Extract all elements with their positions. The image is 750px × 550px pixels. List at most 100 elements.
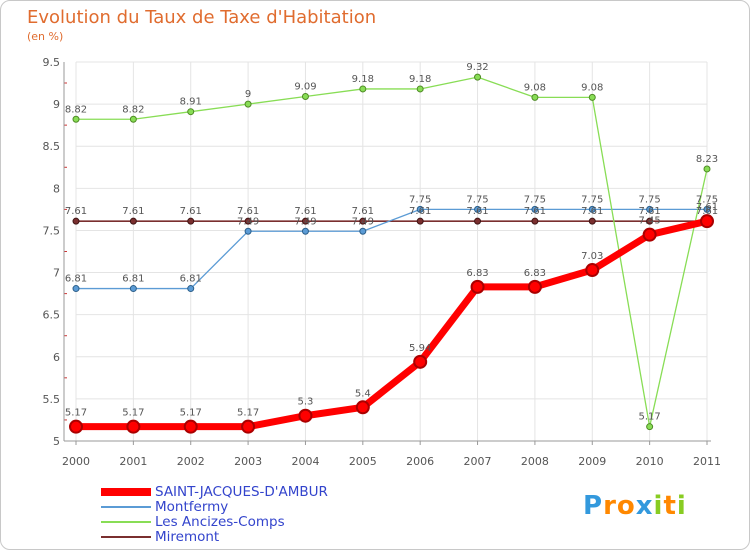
- data-point: [416, 217, 424, 225]
- data-label: 7.61: [352, 206, 374, 217]
- logo-letter: t: [663, 491, 677, 521]
- y-tick-label: 6.5: [43, 309, 61, 322]
- data-label: 7.75: [696, 194, 718, 205]
- x-tick-label: 2000: [62, 455, 90, 468]
- legend-label: SAINT-JACQUES-D'AMBUR: [155, 484, 328, 500]
- x-tick-label: 2001: [119, 455, 147, 468]
- legend-swatch: [101, 488, 151, 496]
- data-point: [703, 165, 711, 173]
- data-label: 7.61: [180, 206, 202, 217]
- data-label: 7.61: [237, 206, 259, 217]
- data-point: [416, 205, 424, 213]
- data-point: [72, 217, 80, 225]
- y-tick-label: 9: [53, 98, 60, 111]
- axes: 5 5.5 6 6.5 7 7.5 8 8.5 9 9.5 2000 2001 2002 2003 2004…: [43, 56, 722, 468]
- x-tick-label: 2002: [177, 455, 205, 468]
- data-point: [646, 217, 654, 225]
- data-label: 6.83: [466, 268, 488, 279]
- data-point: [126, 419, 141, 434]
- data-label: 7.61: [122, 206, 144, 217]
- data-label: 7.03: [581, 251, 603, 262]
- data-point: [72, 115, 80, 123]
- data-label: 7.61: [581, 206, 603, 217]
- legend-label: Miremont: [155, 529, 220, 545]
- data-point: [646, 205, 654, 213]
- data-label: 5.17: [237, 408, 259, 419]
- data-label: 9.32: [466, 62, 488, 73]
- data-point: [301, 227, 309, 235]
- x-tick-label: 2010: [636, 455, 664, 468]
- data-label: 7.75: [409, 194, 431, 205]
- data-point: [244, 227, 252, 235]
- chart-subtitle: (en %): [27, 30, 64, 43]
- data-point: [474, 205, 482, 213]
- logo-letter: P: [583, 491, 604, 521]
- data-point: [646, 423, 654, 431]
- data-label: 5.3: [298, 397, 314, 408]
- data-label: 7.49: [294, 216, 316, 227]
- data-point: [187, 108, 195, 116]
- grid: [75, 61, 708, 442]
- data-point: [72, 285, 80, 293]
- data-point: [470, 279, 485, 294]
- data-label: 5.17: [180, 408, 202, 419]
- data-point: [588, 205, 596, 213]
- data-point: [474, 73, 482, 81]
- data-label: 9.08: [581, 82, 603, 93]
- data-point: [531, 205, 539, 213]
- data-label: 6.81: [122, 274, 144, 285]
- data-point: [129, 285, 137, 293]
- data-label: 7.61: [65, 206, 87, 217]
- data-point: [187, 285, 195, 293]
- data-label: 7.75: [581, 194, 603, 205]
- data-point: [585, 263, 600, 278]
- data-label: 8.91: [180, 97, 202, 108]
- data-label: 9.09: [294, 82, 316, 93]
- data-label: 6.83: [524, 268, 546, 279]
- data-label: 5.17: [639, 412, 661, 423]
- data-point: [413, 354, 428, 369]
- data-label: 7.61: [294, 206, 316, 217]
- x-tick-label: 2005: [349, 455, 377, 468]
- series-layer: [69, 73, 714, 434]
- data-point: [416, 85, 424, 93]
- data-label: 5.17: [122, 408, 144, 419]
- data-point: [129, 217, 137, 225]
- data-label: 9.18: [409, 74, 431, 85]
- x-tick-label: 2006: [406, 455, 434, 468]
- data-point: [588, 93, 596, 101]
- logo-letter: i: [653, 491, 664, 521]
- data-point: [474, 217, 482, 225]
- series-line: [76, 217, 708, 431]
- data-point: [588, 217, 596, 225]
- data-point: [244, 217, 252, 225]
- data-label: 6.81: [180, 274, 202, 285]
- data-point: [703, 205, 711, 213]
- data-label: 7.75: [466, 194, 488, 205]
- y-tick-label: 5: [53, 435, 60, 448]
- data-label: 5.17: [65, 408, 87, 419]
- data-label: 5.4: [355, 388, 371, 399]
- data-label: 8.82: [122, 104, 144, 115]
- chart-title: Evolution du Taux de Taxe d'Habitation: [27, 7, 377, 28]
- logo-letter: i: [676, 491, 687, 521]
- data-label: 7.49: [237, 216, 259, 227]
- data-label: 7.45: [639, 216, 661, 227]
- x-tick-label: 2004: [291, 455, 319, 468]
- data-point: [183, 419, 198, 434]
- data-point: [359, 85, 367, 93]
- data-label: 7.61: [639, 206, 661, 217]
- proxiti-logo: Proxiti: [583, 491, 687, 521]
- legend-swatch: [101, 536, 151, 538]
- data-label: 7.75: [639, 194, 661, 205]
- data-point: [642, 227, 657, 242]
- data-label: 5.94: [409, 343, 431, 354]
- x-tick-label: 2003: [234, 455, 262, 468]
- y-tick-label: 7.5: [43, 224, 61, 237]
- data-label: 7.61: [524, 206, 546, 217]
- data-label: 7.61: [696, 206, 718, 217]
- labels-layer: 7.61 7.61 7.61 7.61 7.61 7.61 7.61 7.61 7.61 7.61…: [65, 62, 718, 423]
- data-label: 6.81: [65, 274, 87, 285]
- y-tick-label: 5.5: [43, 393, 61, 406]
